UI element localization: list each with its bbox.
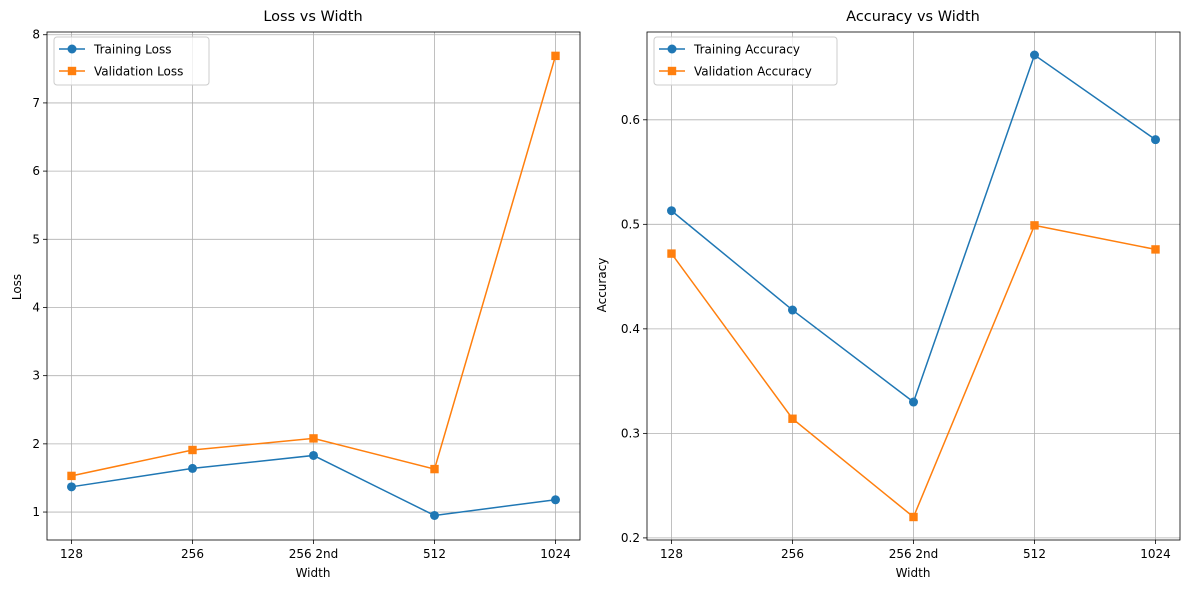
loss-ytick-label: 7 [32,96,40,110]
accuracy-axes-frame [646,31,1181,541]
accuracy-point [788,414,797,423]
accuracy-legend-label-0: Training Accuracy [693,43,800,57]
accuracy-chart-title: Accuracy vs Width [846,9,980,25]
accuracy-xtick-label: 256 [781,547,804,561]
loss-legend-label-0: Training Loss [93,43,171,57]
accuracy-xtick-label: 256 2nd [889,547,939,561]
loss-point [188,463,197,473]
loss-ytick-label: 4 [32,300,40,314]
loss-point [430,464,439,474]
loss-legend [53,36,210,86]
accuracy-xtick-label: 512 [1023,547,1046,561]
accuracy-point [667,206,676,216]
accuracy-point [909,397,918,407]
loss-point [67,482,76,492]
accuracy-legend [653,36,838,86]
loss-legend-marker-1 [67,66,77,76]
accuracy-xtick-label: 1024 [1140,547,1171,561]
accuracy-point [1151,245,1160,254]
loss-xtick-label: 128 [60,547,83,561]
accuracy-legend-marker-1 [667,66,677,76]
loss-chart: Loss vs Width Width Loss 128 256 256 2nd 51… [10,9,581,580]
loss-point [430,510,439,520]
loss-chart-title: Loss vs Width [263,9,362,25]
accuracy-chart: Accuracy vs Width Width Accuracy 128 256 2… [595,9,1181,580]
loss-xtick-label: 256 [181,547,204,561]
accuracy-ytick-label: 0.5 [621,217,640,231]
accuracy-ytick-label: 0.2 [621,531,640,545]
loss-xtick-label: 512 [423,547,446,561]
loss-ytick-label: 8 [32,28,40,42]
loss-legend-marker-0 [67,44,77,54]
accuracy-point [667,249,676,258]
accuracy-chart-ylabel: Accuracy [595,258,609,313]
loss-point [309,450,318,460]
loss-xtick-label: 256 2nd [289,547,339,561]
loss-point [67,471,76,481]
accuracy-ytick-label: 0.4 [621,322,640,336]
accuracy-point [788,305,797,315]
accuracy-ytick-label: 0.3 [621,426,640,440]
loss-chart-xlabel: Width [296,566,331,580]
accuracy-xtick-label: 128 [660,547,683,561]
loss-chart-ylabel: Loss [10,274,24,300]
accuracy-legend-label-1: Validation Accuracy [694,65,812,79]
accuracy-point [1030,221,1039,230]
accuracy-point [1030,50,1039,60]
accuracy-point [909,512,918,522]
loss-ytick-label: 2 [32,437,40,451]
loss-legend-label-1: Validation Loss [94,65,183,79]
loss-axes-frame [46,31,581,541]
loss-xtick-label: 1024 [540,547,571,561]
accuracy-ytick-label: 0.6 [621,113,640,127]
loss-point [309,434,318,443]
loss-point [188,445,197,455]
loss-ytick-label: 5 [32,232,40,246]
accuracy-chart-xlabel: Width [896,566,931,580]
accuracy-point [1151,135,1160,145]
accuracy-legend-marker-0 [667,44,677,54]
loss-point [551,495,560,505]
loss-ytick-label: 6 [32,164,40,178]
loss-ytick-label: 3 [32,369,40,383]
loss-point [551,51,560,61]
loss-ytick-label: 1 [32,505,40,519]
